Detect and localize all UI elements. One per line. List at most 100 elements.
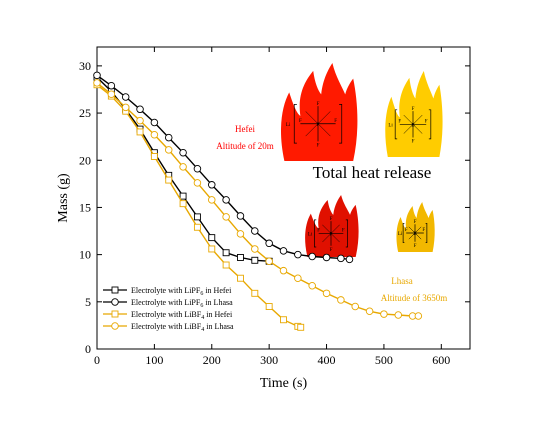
y-tick-label: 0	[85, 342, 91, 356]
data-point	[179, 200, 187, 208]
flame-gold-small-molecule-f-2: F	[414, 220, 417, 225]
flame-red-large-molecule-f-0: F	[299, 119, 302, 124]
flame-gold-small-molecule-center: B	[413, 232, 417, 237]
data-point	[136, 105, 144, 114]
flame-red-large-bracket-right	[339, 104, 343, 144]
data-point	[107, 90, 116, 98]
flame-gold-small	[396, 202, 435, 252]
series-line	[96, 84, 301, 328]
legend-swatch-marker	[111, 322, 119, 330]
flame-red-small-molecule-center: P	[330, 232, 333, 237]
legend-label: Electrolyte with LiBF4 in Hefei	[131, 310, 233, 321]
flame-gold-large-bracket-right	[428, 109, 432, 140]
data-point	[208, 181, 216, 189]
data-point	[279, 247, 288, 255]
flame-red-large-molecule-f-2: F	[317, 102, 320, 107]
legend-swatch-marker	[111, 286, 119, 294]
legend-entry: Electrolyte with LiPF6 in Lhasa	[103, 298, 233, 309]
flame-gold-small-molecule-f-0: F	[405, 228, 408, 233]
flame-red-large	[280, 63, 358, 161]
series-2	[93, 81, 305, 331]
flame-red-large-bracket-left	[293, 104, 297, 144]
data-point	[208, 245, 216, 253]
data-point	[164, 133, 173, 142]
x-tick-label: 200	[203, 353, 221, 367]
flame-gold-small-bracket-right	[425, 222, 428, 244]
data-point	[165, 176, 173, 184]
x-tick-label: 400	[318, 353, 336, 367]
data-point	[236, 212, 245, 220]
data-point	[351, 302, 359, 311]
flame-gold-small-shape	[396, 202, 435, 252]
flame-gold-small-bond-d2	[408, 226, 422, 240]
data-point	[222, 213, 230, 221]
data-point	[251, 227, 259, 235]
flame-gold-small-molecule-f-3: F	[414, 244, 417, 249]
data-point	[93, 79, 101, 87]
data-point	[237, 274, 244, 282]
data-point	[150, 153, 158, 160]
y-tick-label: 20	[79, 153, 91, 167]
data-point	[337, 296, 345, 304]
y-tick-label: 10	[79, 248, 91, 262]
data-point	[164, 146, 173, 154]
chart-axes: 0 100 200 300 400 500 600 0 5 10 15 20 25 30	[79, 46, 471, 367]
flame-gold-large-shape	[385, 71, 443, 157]
data-point	[208, 234, 216, 242]
legend-swatch-marker	[111, 310, 119, 318]
annotation-lhasa-label: Lhasa	[391, 276, 413, 286]
flame-gold-large-molecule-li: Li	[388, 123, 393, 128]
data-point	[265, 257, 273, 265]
data-point	[265, 303, 273, 310]
data-point	[193, 223, 201, 231]
data-point	[93, 71, 101, 80]
data-point	[394, 311, 403, 319]
data-point	[308, 282, 316, 290]
plot-frame	[96, 46, 471, 350]
x-tick-label: 300	[260, 353, 278, 367]
flame-red-small-bracket-left	[314, 219, 317, 248]
data-point	[150, 131, 159, 139]
legend-entry: Electrolyte with LiPF6 in Hefei	[103, 286, 232, 297]
legend-label: Electrolyte with LiPF6 in Hefei	[131, 286, 232, 297]
flame-red-small-molecule: P Li F F F F	[308, 217, 348, 253]
data-point	[294, 274, 302, 282]
x-tick-label: 500	[375, 353, 393, 367]
data-point	[308, 252, 316, 261]
flame-red-small-molecule-f-0: F	[317, 228, 320, 233]
flame-red-small-bracket-right	[345, 219, 348, 248]
flame-gold-large-molecule: B Li F F F F	[388, 107, 432, 145]
flame-red-large-bond-d2	[305, 111, 331, 137]
flame-red-large-molecule-f-3: F	[317, 143, 320, 148]
flame-red-small-molecule-f-2: F	[330, 217, 333, 222]
flame-gold-large-molecule-center: B	[411, 123, 415, 128]
chart-legend: Electrolyte with LiPF6 in HefeiElectroly…	[103, 286, 234, 333]
flame-gold-large-molecule-f-0: F	[398, 119, 401, 124]
annotation-total-heat-release: Total heat release	[313, 163, 432, 182]
flame-gold-large	[385, 71, 443, 157]
chart-annotations: Hefei Altitude of 20m Lhasa Altitude of …	[216, 124, 447, 303]
flame-red-small-shape	[305, 195, 359, 257]
legend-label: Electrolyte with LiPF6 in Lhasa	[131, 298, 233, 309]
legend-entry: Electrolyte with LiBF4 in Lhasa	[103, 322, 234, 333]
series-1	[93, 71, 354, 264]
data-point	[107, 81, 116, 90]
flame-gold-small-bracket-left	[402, 222, 405, 244]
data-point	[251, 256, 259, 264]
data-point	[121, 103, 130, 112]
legend-swatch-marker	[111, 298, 119, 306]
data-point	[136, 128, 144, 136]
data-point	[222, 249, 230, 257]
data-point	[136, 116, 144, 125]
legend-entry: Electrolyte with LiBF4 in Hefei	[103, 310, 233, 321]
data-point	[322, 289, 331, 298]
y-tick-label: 15	[79, 200, 91, 214]
data-point	[414, 312, 423, 320]
data-point	[251, 289, 259, 297]
data-point	[193, 179, 202, 187]
data-point	[279, 266, 288, 275]
data-point	[222, 261, 230, 269]
